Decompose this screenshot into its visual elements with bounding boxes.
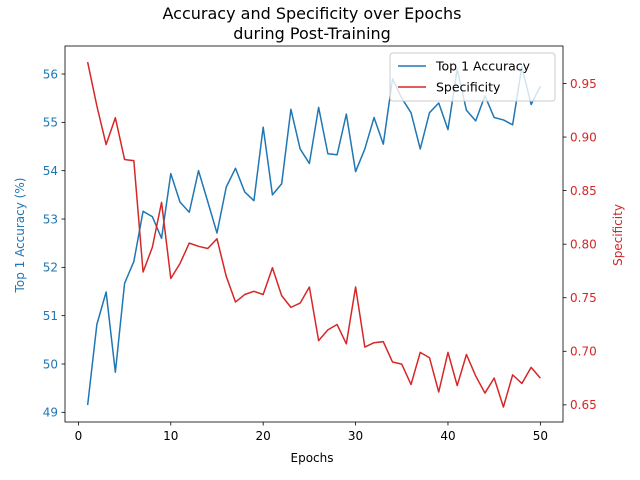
x-tick-label: 20 [256, 429, 271, 443]
y-axis-left-label: Top 1 Accuracy (%) [13, 178, 27, 294]
y-left-tick-label: 54 [43, 164, 58, 178]
y-right-tick-label: 0.80 [570, 237, 597, 251]
axes-layer: 0 10 20 30 40 50 49 50 51 52 53 54 55 56 0.65 0.70 0.75 0… [43, 45, 597, 443]
y-left-tick-label: 55 [43, 116, 58, 130]
y-left-tick-label: 50 [43, 357, 58, 371]
y-left-tick-label: 51 [43, 309, 58, 323]
chart-title-line1: Accuracy and Specificity over Epochs [163, 4, 462, 23]
x-tick-label: 40 [440, 429, 455, 443]
x-tick-label: 50 [533, 429, 548, 443]
legend: Top 1 Accuracy Specificity [389, 52, 556, 102]
y-axis-right-label: Specificity [611, 204, 625, 266]
x-tick-label: 0 [75, 429, 83, 443]
y-left-tick-label: 52 [43, 261, 58, 275]
series-layer [86, 61, 542, 408]
series-line-accuracy [86, 66, 542, 406]
x-tick-label: 10 [163, 429, 178, 443]
legend-box [389, 52, 556, 102]
y-right-tick-label: 0.70 [570, 345, 597, 359]
plot-frame [64, 45, 564, 423]
chart-title-line2: during Post-Training [233, 24, 391, 43]
y-right-tick-label: 0.65 [570, 398, 597, 412]
x-tick-label: 30 [348, 429, 363, 443]
y-left-tick-label: 49 [43, 406, 58, 420]
y-right-tick-label: 0.75 [570, 291, 597, 305]
legend-label-accuracy: Top 1 Accuracy [435, 59, 531, 74]
series-line-specificity [86, 61, 541, 408]
y-left-tick-label: 53 [43, 212, 58, 226]
y-left-tick-label: 56 [43, 67, 58, 81]
y-right-tick-label: 0.95 [570, 77, 597, 91]
legend-label-specificity: Specificity [436, 80, 501, 95]
y-right-tick-label: 0.85 [570, 184, 597, 198]
y-right-tick-label: 0.90 [570, 130, 597, 144]
x-axis-label: Epochs [291, 451, 334, 465]
